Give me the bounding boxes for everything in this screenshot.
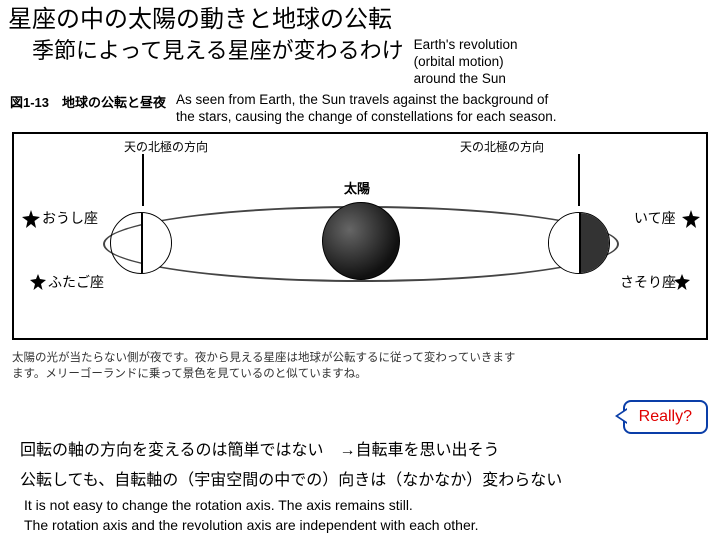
- explain-line2: the stars, causing the change of constel…: [176, 109, 712, 126]
- orbit-diagram: 天の北極の方向 天の北極の方向 太陽 おうし座 ふたご座 いて座 さそり座: [12, 132, 708, 340]
- sun-label: 太陽: [344, 178, 370, 197]
- earth-left-terminator: [141, 213, 143, 273]
- earth-left-day: [141, 213, 171, 273]
- toplabel-line1: Earth's revolution: [414, 37, 518, 54]
- axis-left-label: 天の北極の方向: [124, 138, 208, 155]
- subtitle: 季節によって見える星座が変わるわけ: [32, 37, 404, 66]
- main-title: 星座の中の太陽の動きと地球の公転: [8, 4, 712, 35]
- en-line-1: It is not easy to change the rotation ax…: [24, 496, 700, 514]
- const-right-top: いて座: [634, 208, 676, 228]
- earth-left: [110, 212, 172, 274]
- const-right-bottom: さそり座: [620, 272, 676, 292]
- bottom-block: Really? 回転の軸の方向を変えるのは簡単ではない →自転車を思い出そう 公…: [0, 408, 720, 534]
- const-left-top: おうし座: [42, 208, 98, 228]
- star-icon: [30, 274, 46, 290]
- earth-right: [548, 212, 610, 274]
- diagram-footnote-1: 太陽の光が当たらない側が夜です。夜から見える星座は地球が公転するに従って変わって…: [12, 350, 708, 366]
- diagram-footnote-2: ます。メリーゴーランドに乗って景色を見ているのと似ていますね。: [12, 366, 708, 382]
- tick-right: [578, 154, 580, 206]
- earth-revolution-label: Earth's revolution (orbital motion) arou…: [414, 37, 518, 88]
- jp-line-2: 公転しても、自転軸の（宇宙空間の中での）向きは（なかなか）変わらない: [20, 466, 700, 490]
- jp-line-1: 回転の軸の方向を変えるのは簡単ではない →自転車を思い出そう: [20, 436, 700, 460]
- really-bubble: Really?: [623, 400, 708, 434]
- toplabel-line3: around the Sun: [414, 71, 518, 88]
- really-text: Really?: [639, 408, 692, 425]
- figure-label: 図1-13 地球の公転と昼夜: [10, 92, 166, 111]
- star-icon: [22, 210, 40, 228]
- explanation-text: As seen from Earth, the Sun travels agai…: [176, 92, 712, 126]
- star-icon: [682, 210, 700, 228]
- earth-right-day: [549, 213, 579, 273]
- really-callout: Really?: [623, 400, 708, 434]
- explain-line1: As seen from Earth, the Sun travels agai…: [176, 92, 712, 109]
- star-icon: [674, 274, 690, 290]
- earth-right-terminator: [579, 213, 581, 273]
- speech-tail-icon: [615, 408, 627, 424]
- earth-right-night: [579, 213, 609, 273]
- toplabel-line2: (orbital motion): [414, 54, 518, 71]
- sun-icon: [322, 202, 400, 280]
- tick-left: [142, 154, 144, 206]
- en-line-2: The rotation axis and the revolution axi…: [24, 516, 700, 534]
- const-left-bottom: ふたご座: [48, 272, 104, 292]
- axis-right-label: 天の北極の方向: [460, 138, 544, 155]
